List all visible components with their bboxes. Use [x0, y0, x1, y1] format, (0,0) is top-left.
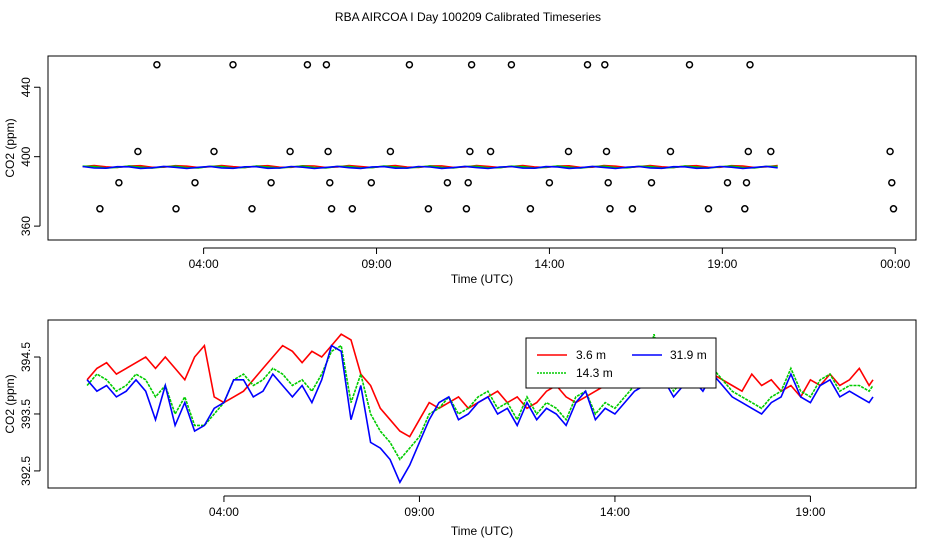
- calibration-point: [628, 205, 637, 213]
- calibration-point: [267, 178, 275, 187]
- calibration-point: [889, 205, 898, 213]
- top-panel: 360 400 440 04:00 09:00 14:00 19:00 00:00 Time…: [3, 55, 917, 286]
- legend: 3.6 m 14.3 m 31.9 m: [525, 337, 717, 389]
- calibration-point: [466, 147, 474, 156]
- calibration-point: [723, 178, 732, 187]
- bottom-y-tick-label: 393.5: [19, 399, 33, 429]
- calibration-point: [424, 205, 433, 213]
- calibration-point: [744, 147, 753, 156]
- calibration-point: [526, 205, 535, 213]
- top-plot-frame: [47, 55, 917, 241]
- calibration-point: [604, 178, 612, 187]
- calibration-point: [324, 147, 332, 156]
- calibration-point: [386, 147, 395, 156]
- calibration-point: [464, 178, 472, 187]
- top-series-lines: [82, 164, 778, 170]
- top-x-tick-label: 04:00: [189, 257, 219, 271]
- calibration-point: [545, 178, 554, 187]
- bottom-x-axis: 04:00 09:00 14:00 19:00: [209, 495, 826, 519]
- calibration-point: [601, 60, 609, 69]
- bottom-panel: 392.5 393.5 394.5 04:00 09:00 14:00 19:00 3.6…: [3, 319, 917, 538]
- top-x-tick-label: 00:00: [880, 257, 910, 271]
- bottom-series-line-14-3-m: [86, 334, 874, 461]
- top-y-tick-label: 400: [19, 146, 33, 166]
- calibration-point: [303, 60, 312, 69]
- bottom-x-tick-label: 19:00: [795, 505, 825, 519]
- calibration-point: [486, 147, 495, 156]
- calibration-point: [115, 178, 123, 187]
- bottom-series-lines: [86, 333, 874, 485]
- calibration-point: [467, 60, 476, 69]
- legend-label-14-3m: 14.3 m: [576, 366, 613, 380]
- bottom-x-tick-label: 14:00: [600, 505, 630, 519]
- calibration-point: [327, 205, 336, 213]
- calibration-point: [507, 60, 516, 69]
- legend-label-3-6m: 3.6 m: [576, 348, 606, 362]
- calibration-point: [606, 205, 614, 213]
- calibration-point: [134, 147, 142, 156]
- calibration-point: [367, 178, 376, 187]
- calibration-point: [153, 60, 161, 69]
- bottom-series-line-31-9-m: [86, 339, 874, 485]
- calibration-point: [462, 205, 471, 213]
- top-y-tick-label: 360: [19, 216, 33, 236]
- top-calibration-points: [96, 60, 898, 213]
- calibration-point: [405, 60, 414, 69]
- calibration-point: [886, 147, 894, 156]
- bottom-y-tick-label: 392.5: [19, 456, 33, 486]
- calibration-point: [767, 147, 775, 156]
- bottom-y-tick-label: 394.5: [19, 342, 33, 372]
- calibration-point: [741, 205, 749, 213]
- top-x-axis-label: Time (UTC): [451, 272, 513, 286]
- chart-title: RBA AIRCOA I Day 100209 Calibrated Times…: [335, 10, 601, 24]
- bottom-plot-frame: [47, 319, 917, 489]
- calibration-point: [248, 205, 256, 213]
- legend-box: [525, 337, 717, 389]
- calibration-point: [322, 60, 331, 69]
- calibration-point: [229, 60, 237, 69]
- top-x-axis: 04:00 09:00 14:00 19:00 00:00: [189, 247, 911, 271]
- calibration-point: [888, 178, 896, 187]
- bottom-x-axis-label: Time (UTC): [451, 524, 513, 538]
- calibration-point: [96, 205, 104, 213]
- bottom-x-tick-label: 04:00: [209, 505, 239, 519]
- bottom-x-tick-label: 09:00: [404, 505, 434, 519]
- calibration-point: [443, 178, 452, 187]
- calibration-point: [564, 147, 573, 156]
- legend-label-31-9m: 31.9 m: [670, 348, 707, 362]
- top-y-axis: 360 400 440: [19, 77, 41, 236]
- calibration-point: [348, 205, 357, 213]
- top-x-tick-label: 19:00: [707, 257, 737, 271]
- calibration-point: [602, 147, 611, 156]
- calibration-point: [172, 205, 180, 213]
- calibration-point: [704, 205, 713, 213]
- calibration-point: [647, 178, 656, 187]
- calibration-point: [685, 60, 694, 69]
- bottom-y-axis: 392.5 393.5 394.5: [19, 342, 41, 486]
- bottom-y-axis-label: CO2 (ppm): [3, 374, 17, 433]
- calibration-point: [666, 147, 675, 156]
- bottom-series-line-3-6-m: [86, 333, 874, 438]
- calibration-point: [286, 147, 294, 156]
- calibration-point: [326, 178, 334, 187]
- top-x-tick-label: 14:00: [534, 257, 564, 271]
- calibration-point: [583, 60, 592, 69]
- top-x-tick-label: 09:00: [362, 257, 392, 271]
- top-y-axis-label: CO2 (ppm): [3, 118, 17, 177]
- calibration-point: [746, 60, 754, 69]
- calibration-point: [210, 147, 218, 156]
- top-y-tick-label: 440: [19, 77, 33, 97]
- top-series-line-31-9-m: [82, 165, 778, 170]
- calibration-point: [742, 178, 751, 187]
- calibration-point: [191, 178, 199, 187]
